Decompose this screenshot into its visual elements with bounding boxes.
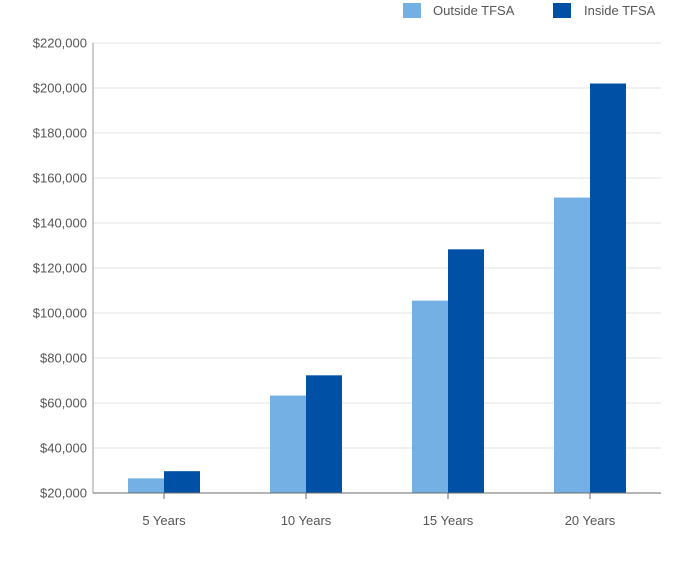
y-tick-label: $60,000 xyxy=(40,396,87,411)
axes xyxy=(92,43,661,499)
gridlines xyxy=(93,42,661,449)
y-tick-label: $180,000 xyxy=(33,126,87,141)
bar-outside-tfsa xyxy=(270,395,306,493)
y-tick-label: $80,000 xyxy=(40,351,87,366)
x-tick-label: 15 Years xyxy=(423,513,474,528)
y-tick-label: $220,000 xyxy=(33,36,87,51)
bar-outside-tfsa xyxy=(412,300,448,493)
bar-inside-tfsa xyxy=(590,83,626,493)
x-tick-label: 20 Years xyxy=(565,513,616,528)
bar-outside-tfsa xyxy=(128,478,164,493)
legend-label: Inside TFSA xyxy=(584,3,656,18)
legend-swatch xyxy=(553,3,571,18)
x-tick-label: 10 Years xyxy=(281,513,332,528)
y-tick-label: $20,000 xyxy=(40,486,87,501)
legend-label: Outside TFSA xyxy=(433,3,515,18)
x-axis-labels: 5 Years 10 Years 15 Years 20 Years xyxy=(142,513,615,528)
x-tick-label: 5 Years xyxy=(142,513,186,528)
y-axis-labels: $20,000 $40,000 $60,000 $80,000 $100,000 $120… xyxy=(33,36,87,501)
y-tick-label: $40,000 xyxy=(40,441,87,456)
y-tick-label: $100,000 xyxy=(33,306,87,321)
bar-outside-tfsa xyxy=(554,197,590,493)
y-tick-label: $140,000 xyxy=(33,216,87,231)
bar-inside-tfsa xyxy=(306,375,342,493)
y-tick-label: $160,000 xyxy=(33,171,87,186)
bars xyxy=(128,83,626,493)
legend-swatch xyxy=(403,3,421,18)
bar-inside-tfsa xyxy=(448,249,484,493)
legend: Outside TFSA Inside TFSA xyxy=(403,3,656,18)
bar-inside-tfsa xyxy=(164,471,200,493)
y-tick-label: $200,000 xyxy=(33,81,87,96)
y-tick-label: $120,000 xyxy=(33,261,87,276)
